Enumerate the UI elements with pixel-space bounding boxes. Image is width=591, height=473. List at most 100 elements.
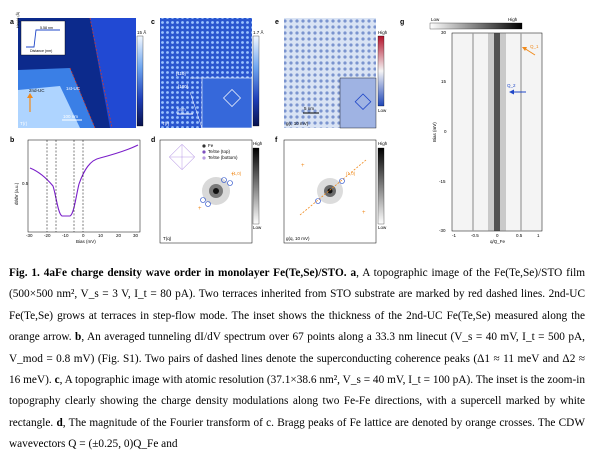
panel-a-mode: T(r) <box>20 121 28 126</box>
caption-a-text: , A topographic image of the Fe(Te,Se)/S… <box>9 267 586 344</box>
panel-g-center-halo <box>488 33 506 231</box>
panel-c-supercell <box>223 89 241 107</box>
panel-g-ytick: 15 <box>441 79 447 84</box>
panel-b-xtick: -30 <box>26 233 33 238</box>
panel-f: + + <box>283 139 385 244</box>
panel-g-ytick: 0 <box>444 129 447 134</box>
panel-e-scalebar-label: 5 nm <box>304 106 315 111</box>
panel-f-bragg-cross-1: + <box>301 163 305 169</box>
panel-g-letter: g <box>400 19 405 26</box>
panel-d-letter: d <box>151 137 156 144</box>
caption-d-label: d <box>56 416 63 429</box>
panel-b-spectrum-line <box>29 144 139 217</box>
panel-g-q1-arrowhead <box>522 47 527 51</box>
panel-g <box>429 22 543 232</box>
figure-caption: Fig. 1. 4aFe charge density wave order i… <box>9 263 585 456</box>
panel-c-connector-2 <box>189 91 203 129</box>
panel-c-mode: T(r) <box>162 121 170 126</box>
panel-a <box>18 17 144 129</box>
panel-b-xtick: 20 <box>116 233 122 238</box>
panel-b-letter: b <box>10 137 15 144</box>
panel-d-bragg-cross-1: + <box>231 172 235 178</box>
panel-a-letter: a <box>10 19 14 26</box>
panel-d-cdw-circle-4 <box>205 201 211 207</box>
panel-g-xtick: -0.5 <box>471 233 479 238</box>
panel-g-colorbar <box>429 22 523 30</box>
panel-b-xlabel: Bias (mV) <box>76 239 96 244</box>
panel-a-inset-ylabel: Height (Å) <box>16 11 20 28</box>
panel-c-colorbar <box>252 35 260 127</box>
panel-b-xtick: 10 <box>98 233 104 238</box>
panel-d-cdw-circle-3 <box>200 197 206 203</box>
panel-a-label-1st: 1st-UC <box>66 86 81 91</box>
panel-d-low: Low <box>253 225 262 230</box>
panel-d-legend-top: Te/Se (top) <box>208 149 231 154</box>
panel-f-high: High <box>378 141 388 146</box>
panel-c-scalebar-label: 5nm <box>177 107 186 112</box>
panel-g-xtick: 1 <box>537 233 540 238</box>
panel-f-orange-linecut <box>299 159 367 216</box>
panel-a-inset-value: 5.58 nm <box>40 26 53 30</box>
panel-b-xtick: 30 <box>133 233 139 238</box>
panel-c-dir1: [110] <box>176 71 186 76</box>
panel-g-q1-label: Q_1 <box>530 44 539 49</box>
panel-b-xtick: -10 <box>62 233 69 238</box>
caption-a-label: a <box>350 267 357 279</box>
panel-g-ylabel: Bias (mV) <box>432 122 437 142</box>
caption-c-text: , A topographic image with atomic resolu… <box>9 374 585 429</box>
panel-e <box>284 18 385 129</box>
panel-e-inset <box>339 77 377 129</box>
panel-e-colorbar <box>377 35 385 107</box>
panel-g-q2-label: Q_2 <box>507 83 516 88</box>
panel-f-peak: (1,0) <box>346 171 356 176</box>
panel-c-inset <box>201 77 253 129</box>
panel-e-low: Low <box>378 108 387 113</box>
panel-f-center-dot <box>327 188 333 194</box>
panel-g-high: High <box>508 17 518 22</box>
panel-e-mode: g(r, 10 mV) <box>286 121 309 126</box>
panel-c-scale-max: 1.7 Å <box>253 30 264 35</box>
caption-b-label: b <box>75 331 82 344</box>
panel-a-orange-arrowhead <box>27 93 33 98</box>
panel-d-center-dot <box>213 188 219 194</box>
panel-a-scalebar-label: 100 nm <box>63 114 79 119</box>
panel-e-letter: e <box>275 19 279 26</box>
panel-d-legend-fe-dot <box>202 144 206 148</box>
panel-g-low: Low <box>431 17 440 22</box>
panel-d-legend-bottom-dot <box>202 156 206 160</box>
panel-d: + + <box>159 139 260 244</box>
panel-a-2nd-uc-region <box>18 86 80 128</box>
panel-g-xtick: -1 <box>452 233 457 238</box>
panel-b-xtick: -20 <box>44 233 51 238</box>
panel-f-letter: f <box>275 137 278 144</box>
panel-b-ylabel: dI/dV (a.u.) <box>14 182 19 205</box>
panel-f-low: Low <box>378 225 387 230</box>
figure-svg: + + <box>18 17 543 244</box>
panel-g-xlabel: q/Q_Fe <box>490 239 506 244</box>
panel-g-ytick: -15 <box>439 179 446 184</box>
panel-a-red-dashed-line-2 <box>69 67 96 129</box>
panel-c-letter: c <box>151 19 155 26</box>
panel-a-colorbar <box>136 35 144 127</box>
panel-f-bragg-cross-2: + <box>362 210 366 216</box>
panel-g-q2-arrowhead <box>509 89 514 95</box>
panel-d-legend-bottom: Te/Se (bottom) <box>208 155 238 160</box>
caption-b-text: , An averaged tunneling dI/dV spectrum o… <box>9 331 585 387</box>
panel-b-ytick: 0.5 <box>22 181 29 186</box>
panel-d-cdw-circle-2 <box>221 177 227 183</box>
panel-d-bragg-cross-2: + <box>198 206 202 212</box>
panel-d-legend-top-dot <box>202 150 206 154</box>
panel-g-center-stripe <box>494 33 500 231</box>
panel-b-axes <box>27 139 141 233</box>
caption-d-text: , The magnitude of the Fourier transform… <box>9 416 585 451</box>
panel-a-terrace-upper <box>90 18 136 128</box>
panel-a-inset-profile <box>26 29 60 48</box>
panel-e-high: High <box>378 30 388 35</box>
panel-g-xtick: 0 <box>496 233 499 238</box>
panel-d-peak: (1,0) <box>232 171 242 176</box>
panel-d-lattice-schematic <box>168 143 196 171</box>
panel-c-dir2: [100] <box>178 84 189 89</box>
panel-d-high: High <box>253 141 263 146</box>
panel-a-label-2nd: 2nd-UC <box>29 88 45 93</box>
panel-f-cdw-circle-1 <box>339 178 345 184</box>
